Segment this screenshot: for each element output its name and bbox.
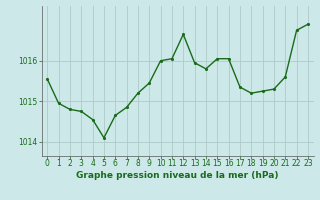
X-axis label: Graphe pression niveau de la mer (hPa): Graphe pression niveau de la mer (hPa)	[76, 171, 279, 180]
